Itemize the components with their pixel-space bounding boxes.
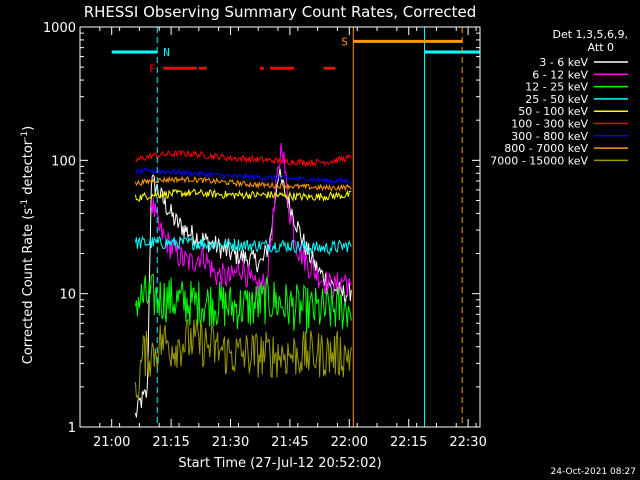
x-tick-label-5: 22:15 [390,435,427,450]
plot-area: NF S 21:00 21:15 21:30 21:45 22:00 22:15 22:30 1 1… [43,21,487,450]
legend-label-1: 6 - 12 keV [532,68,588,81]
plot-frame [79,26,481,428]
series-line-2 [134,274,352,334]
ylabel-mid: detector [21,139,36,199]
series-line-3 [134,235,352,256]
chart-title: RHESSI Observing Summary Count Rates, Co… [84,3,477,21]
series-line-6 [135,166,352,185]
x-tick-label-0: 21:00 [93,435,130,450]
ylabel-close: ) [21,126,36,131]
legend-label-8: 7000 - 15000 keV [490,154,588,167]
legend-header-2: Att 0 [588,41,614,54]
ylabel-sup1: -1 [20,199,30,208]
ylabel-sup2: -1 [20,131,30,140]
y-axis-label: Corrected Count Rate (s-1 detector-1) [20,126,36,364]
legend-header-1: Det 1,3,5,6,9, [552,28,628,41]
legend-label-3: 25 - 50 keV [525,93,588,106]
legend-label-6: 300 - 800 keV [511,130,588,143]
legend-label-7: 800 - 7000 keV [504,142,588,155]
series-line-7 [134,175,352,192]
x-tick-label-3: 21:45 [271,435,308,450]
legend-label-4: 50 - 100 keV [518,105,588,118]
y-tick-label-2: 100 [51,154,76,169]
x-tick-label-4: 22:00 [331,435,368,450]
x-tick-label-2: 21:30 [212,435,249,450]
series-line-4 [134,188,352,203]
saa-flag-label: S [341,35,348,48]
legend-label-2: 12 - 25 keV [525,81,588,94]
flare-flag-label: F [149,62,156,75]
y-tick-label-3: 1000 [43,21,76,36]
ylabel-main: Corrected Count Rate (s [21,208,36,365]
footer-timestamp: 24-Oct-2021 08:27 [551,467,636,477]
series-line-0 [134,168,352,418]
y-tick-label-0: 1 [68,421,76,436]
night-flag-label: N [163,46,170,59]
legend-label-0: 3 - 6 keV [539,56,588,69]
series-line-1 [150,142,352,301]
x-axis-label: Start Time (27-Jul-12 20:52:02) [178,456,381,471]
x-tick-label-6: 22:30 [449,435,486,450]
x-tick-label-1: 21:15 [152,435,189,450]
legend-label-5: 100 - 300 keV [511,118,588,131]
svg-text:Corrected Count Rate (s-1 dete: Corrected Count Rate (s-1 detector-1) [20,126,36,364]
series-line-8 [134,318,352,401]
y-tick-label-1: 10 [59,288,76,303]
series-line-5 [135,149,352,168]
